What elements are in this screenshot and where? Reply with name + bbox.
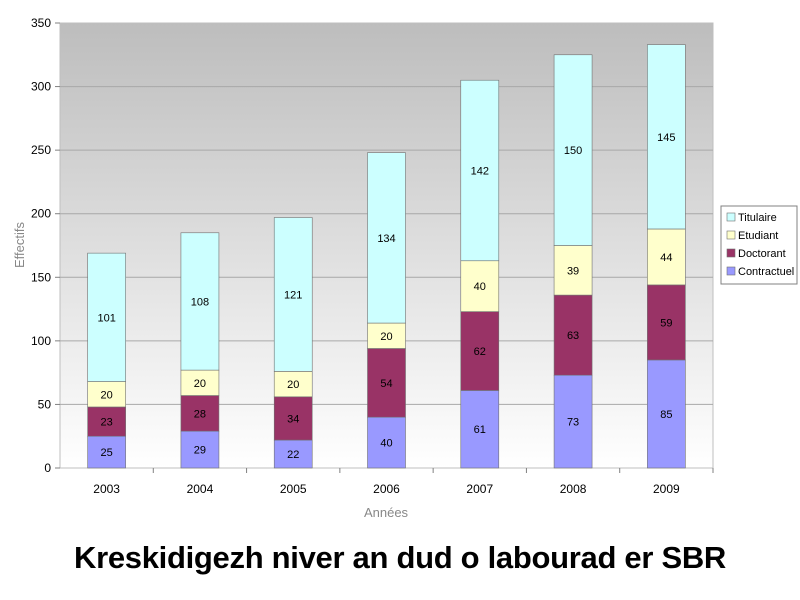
bar-segment-titulaire: [460, 79, 500, 262]
bar-segment-etudiant: [647, 228, 686, 286]
bar-segment-etudiant: [367, 322, 406, 349]
bar-segment-doctorant: [180, 395, 220, 432]
x-axis-tick-labels: 2003 2004 2005 2006 2007 2008 2009: [93, 468, 714, 496]
y-axis-tick-labels: 0 50 100 150 200 250 300 350: [31, 16, 51, 475]
x-tick-label: 2009: [653, 482, 680, 496]
bar-segment-etudiant: [273, 371, 313, 398]
data-label: 145: [657, 132, 675, 144]
data-label: 85: [660, 409, 672, 421]
bar-segment-titulaire: [647, 44, 686, 230]
bar-segment-contractuel: [87, 435, 126, 469]
data-label: 25: [101, 447, 113, 459]
data-label: 23: [101, 417, 113, 429]
x-tick-label: 2008: [560, 482, 587, 496]
y-tick-label: 200: [31, 207, 51, 221]
bar-segment-titulaire: [180, 232, 220, 371]
data-label: 20: [287, 379, 299, 391]
bar-segment-etudiant: [87, 381, 126, 408]
legend-label-titulaire: Titulaire: [738, 212, 777, 224]
bar-segment-doctorant: [553, 294, 593, 376]
x-tick-label: 2006: [373, 482, 400, 496]
data-label: 28: [194, 408, 206, 420]
data-label: 62: [474, 346, 486, 358]
y-tick-label: 150: [31, 270, 51, 284]
data-label: 20: [194, 378, 206, 390]
bar-segment-doctorant: [367, 348, 406, 418]
bar-segment-contractuel: [460, 390, 500, 469]
bar-segment-doctorant: [647, 284, 686, 361]
data-label: 121: [284, 289, 302, 301]
bar-segment-contractuel: [180, 430, 220, 469]
x-axis-title: Années: [364, 505, 409, 520]
bar-segment-doctorant: [87, 406, 126, 437]
data-label: 59: [660, 317, 672, 329]
data-label: 54: [380, 378, 392, 390]
y-tick-label: 300: [31, 80, 51, 94]
data-label: 61: [474, 424, 486, 436]
x-tick-label: 2005: [280, 482, 307, 496]
y-tick-label: 50: [38, 397, 52, 411]
legend-label-contractuel: Contractuel: [738, 266, 794, 278]
data-label: 73: [567, 417, 579, 429]
legend-swatch-etudiant: [726, 230, 736, 240]
stacked-bar-chart: 25 23 20 101 29 28 20 108 22 34 20 121 40 54 20 134 61 62…: [12, 16, 798, 520]
legend-swatch-doctorant: [726, 248, 736, 258]
data-label: 101: [97, 312, 115, 324]
bar-segment-contractuel: [647, 359, 686, 469]
legend-label-doctorant: Doctorant: [738, 248, 786, 260]
legend: Titulaire Etudiant Doctorant Contractuel: [720, 205, 798, 285]
legend-swatch-titulaire: [726, 212, 736, 222]
x-tick-label: 2003: [93, 482, 120, 496]
data-label: 39: [567, 265, 579, 277]
bar-segment-titulaire: [367, 152, 406, 324]
y-tick-label: 350: [31, 16, 51, 30]
bar-segment-doctorant: [273, 396, 313, 441]
data-label: 40: [474, 281, 486, 293]
legend-label-etudiant: Etudiant: [738, 230, 778, 242]
data-label: 142: [471, 165, 489, 177]
y-tick-label: 0: [44, 461, 51, 475]
page-title: Kreskidigezh niver an dud o labourad er …: [73, 540, 726, 575]
data-label: 22: [287, 449, 299, 461]
bar-segment-titulaire: [553, 54, 593, 246]
data-label: 150: [564, 145, 582, 157]
data-label: 44: [660, 252, 672, 264]
data-label: 40: [380, 438, 392, 450]
data-label: 20: [380, 331, 392, 343]
bar-segment-etudiant: [180, 369, 220, 396]
data-label: 20: [101, 389, 113, 401]
x-tick-label: 2004: [187, 482, 214, 496]
data-label: 34: [287, 413, 299, 425]
data-label: 108: [191, 296, 209, 308]
data-label: 134: [377, 233, 395, 245]
bar-segment-titulaire: [87, 252, 126, 382]
legend-swatch-contractuel: [726, 266, 736, 276]
y-axis-title: Effectifs: [12, 222, 27, 269]
bar-segment-titulaire: [273, 217, 313, 372]
y-tick-label: 250: [31, 143, 51, 157]
x-tick-label: 2007: [466, 482, 493, 496]
data-label: 63: [567, 330, 579, 342]
y-tick-label: 100: [31, 334, 51, 348]
bar-segment-etudiant: [553, 245, 593, 296]
bar-segment-contractuel: [367, 416, 406, 469]
bar-segment-doctorant: [460, 311, 500, 391]
bars: 25 23 20 101 29 28 20 108 22 34 20 121 40 54 20 134 61 62…: [87, 44, 686, 469]
data-label: 29: [194, 445, 206, 457]
bar-segment-etudiant: [460, 260, 500, 312]
